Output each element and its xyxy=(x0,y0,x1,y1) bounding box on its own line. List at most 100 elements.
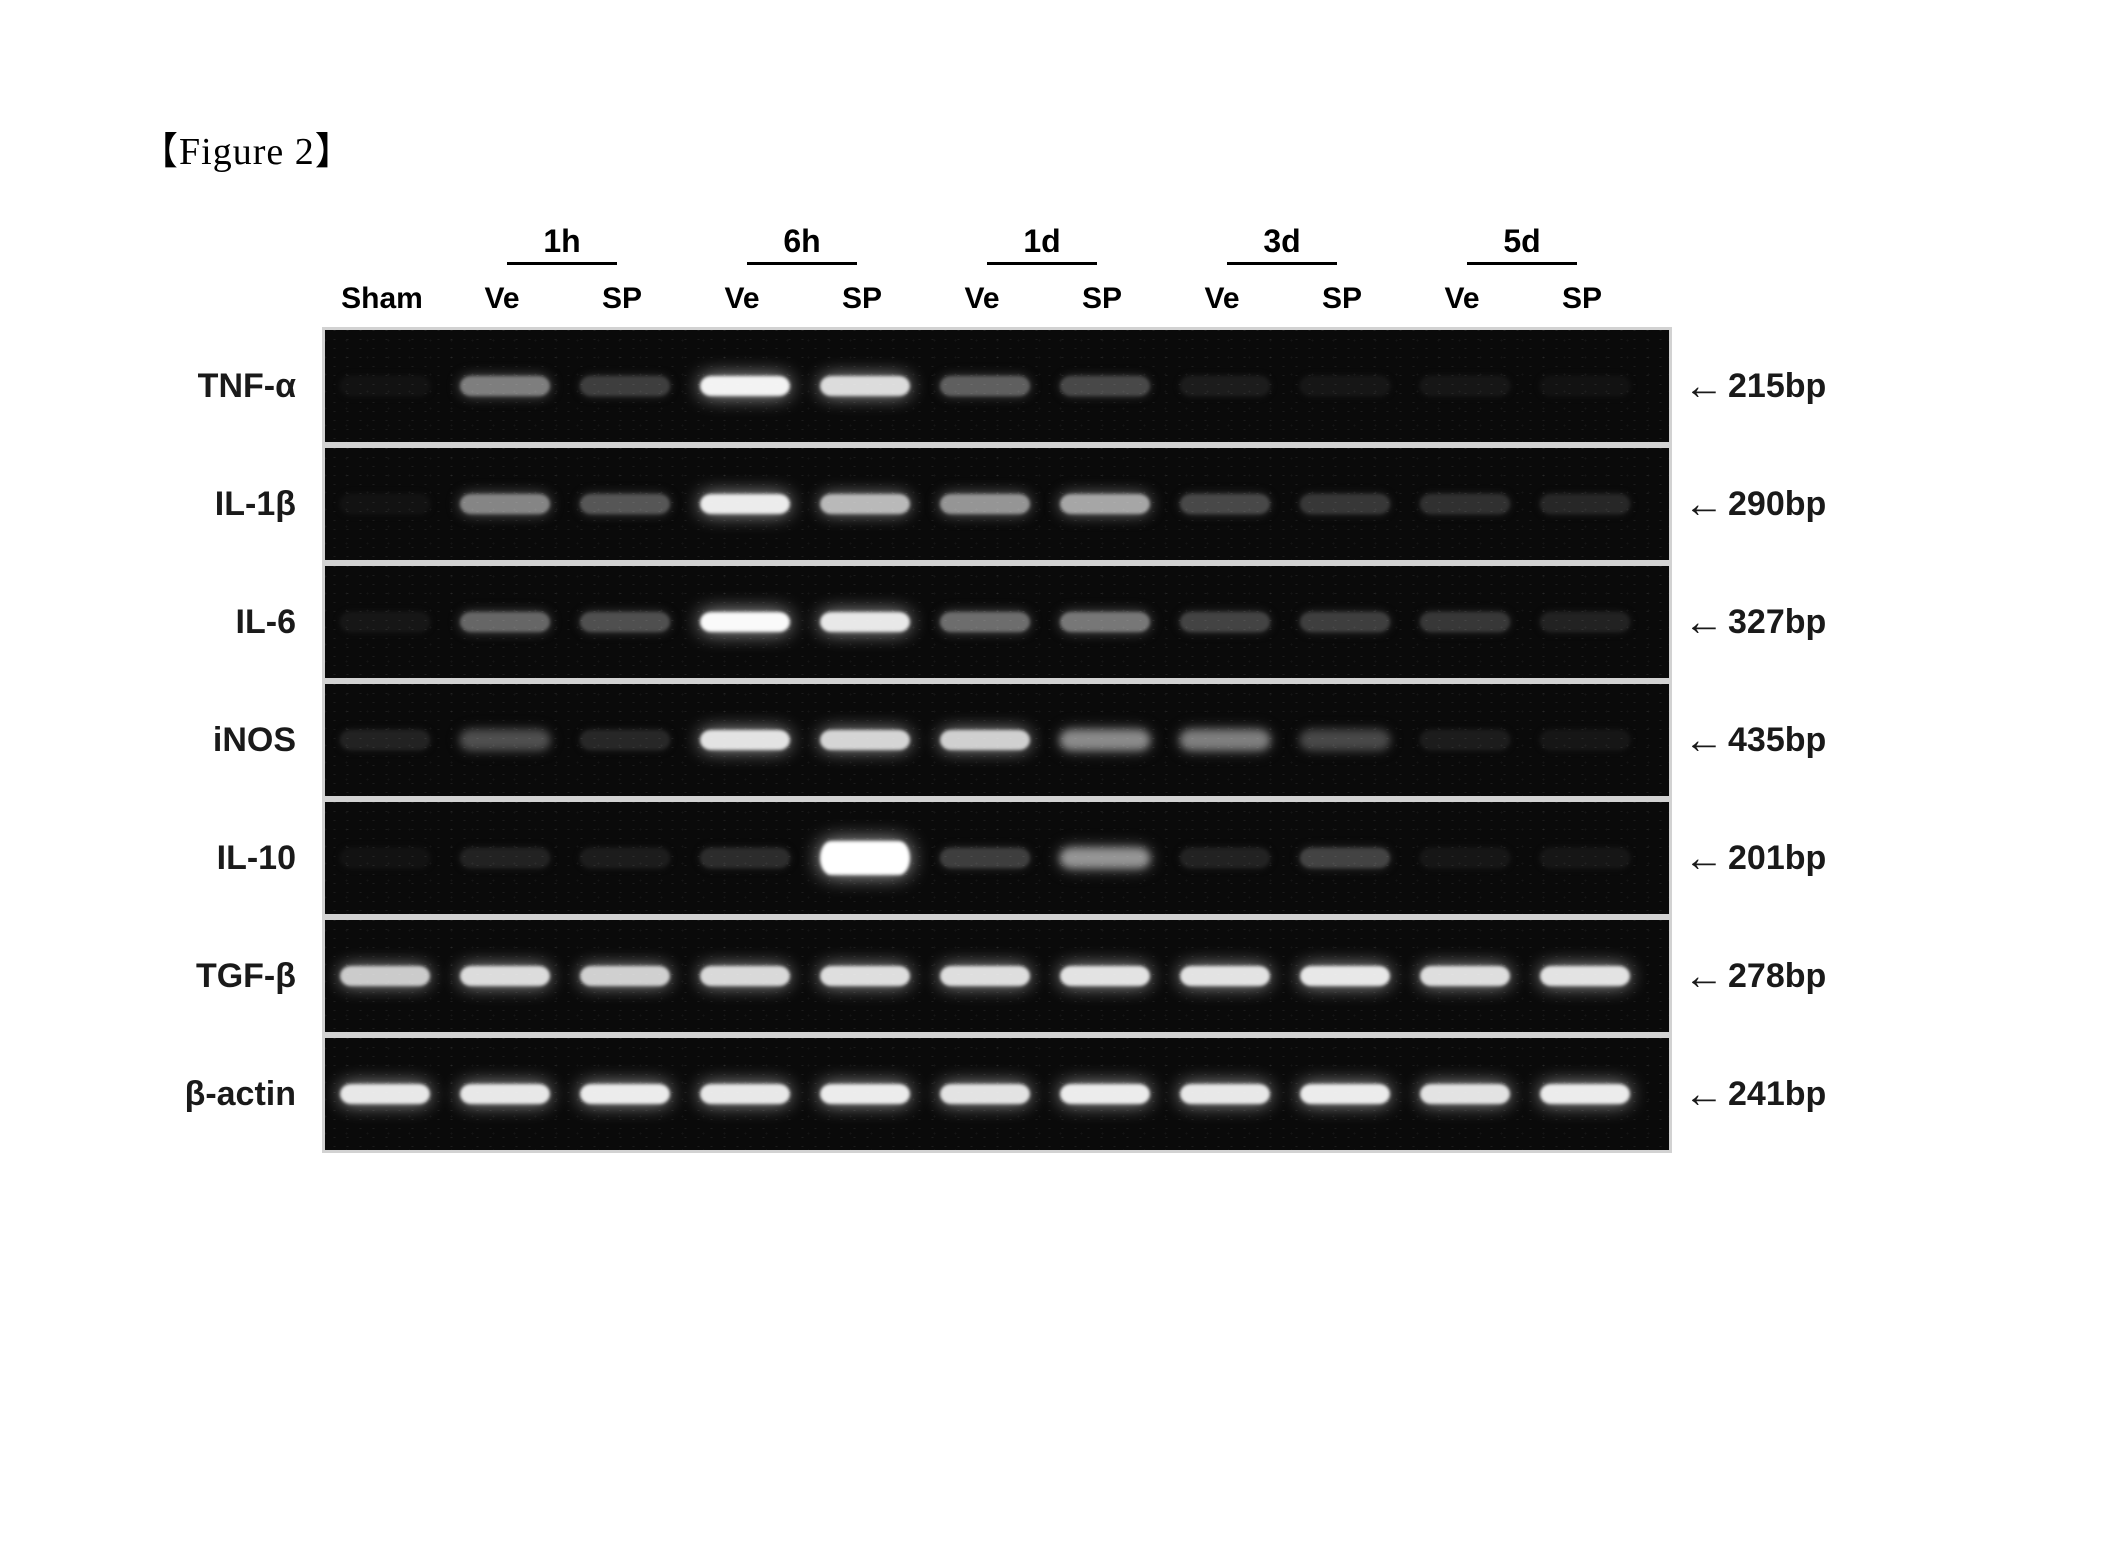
gel-lane xyxy=(445,1038,565,1150)
bp-size-label: 201bp xyxy=(1684,799,1884,917)
gel-lane xyxy=(1525,802,1645,914)
gel-band xyxy=(820,376,910,396)
column-headers: 1h6h1d3d5d ShamVeSPVeSPVeSPVeSPVeSP xyxy=(322,223,1672,327)
condition-header: Ve xyxy=(682,282,802,316)
gel-band xyxy=(460,848,550,868)
gel-lane xyxy=(1525,448,1645,560)
gel-band xyxy=(820,1084,910,1104)
gel-band xyxy=(580,1084,670,1104)
gel-lane xyxy=(685,920,805,1032)
condition-header: SP xyxy=(1282,282,1402,316)
gel-lane xyxy=(445,566,565,678)
gel-row xyxy=(322,327,1672,445)
gel-lane xyxy=(1165,566,1285,678)
gel-lane xyxy=(1045,802,1165,914)
gel-band xyxy=(340,376,430,396)
gel-lane xyxy=(805,566,925,678)
gel-lane xyxy=(1285,1038,1405,1150)
gel-lane xyxy=(685,684,805,796)
gel-band xyxy=(1540,494,1630,514)
condition-header-row: ShamVeSPVeSPVeSPVeSPVeSP xyxy=(322,271,1672,327)
gel-lane xyxy=(1525,566,1645,678)
gel-band xyxy=(1300,612,1390,632)
gel-band xyxy=(1420,494,1510,514)
gene-row-label: IL-10 xyxy=(140,799,310,917)
gel-lane xyxy=(565,802,685,914)
gel-band xyxy=(1420,612,1510,632)
gel-lane xyxy=(1525,1038,1645,1150)
gel-lane xyxy=(1525,920,1645,1032)
gel-band xyxy=(1060,966,1150,986)
timepoint-header: 1h xyxy=(442,223,682,271)
gel-band xyxy=(340,848,430,868)
gel-row xyxy=(322,681,1672,799)
gel-band xyxy=(1180,966,1270,986)
gel-lane xyxy=(1165,684,1285,796)
gel-lane xyxy=(805,684,925,796)
gel-band xyxy=(580,612,670,632)
gel-band xyxy=(700,612,790,632)
gel-band xyxy=(820,730,910,750)
gel-band xyxy=(940,848,1030,868)
gene-row-label: TNF-α xyxy=(140,327,310,445)
gel-band xyxy=(580,494,670,514)
condition-group: VeSP xyxy=(682,282,922,316)
gel-band xyxy=(700,376,790,396)
gel-lane xyxy=(565,330,685,442)
condition-group: VeSP xyxy=(442,282,682,316)
gel-band xyxy=(340,612,430,632)
bp-size-label: 327bp xyxy=(1684,563,1884,681)
gel-band xyxy=(940,1084,1030,1104)
gel-lane xyxy=(1045,684,1165,796)
gel-lane xyxy=(685,1038,805,1150)
gel-band xyxy=(1420,730,1510,750)
gel-band xyxy=(1060,848,1150,868)
gel-lane xyxy=(685,330,805,442)
timepoint-header: 3d xyxy=(1162,223,1402,271)
gel-band xyxy=(1060,730,1150,750)
gel-lane xyxy=(1165,448,1285,560)
gel-band xyxy=(940,494,1030,514)
condition-header: SP xyxy=(802,282,922,316)
gel-band xyxy=(820,612,910,632)
condition-group: VeSP xyxy=(1162,282,1402,316)
gel-lane xyxy=(1405,330,1525,442)
gel-lane xyxy=(1405,684,1525,796)
gel-band xyxy=(820,494,910,514)
gel-lane xyxy=(1045,566,1165,678)
gel-band xyxy=(1300,730,1390,750)
bp-size-label: 241bp xyxy=(1684,1035,1884,1153)
gel-lane xyxy=(565,1038,685,1150)
condition-header: Ve xyxy=(1162,282,1282,316)
gel-lane xyxy=(805,1038,925,1150)
gel-band xyxy=(1300,1084,1390,1104)
gel-band xyxy=(340,730,430,750)
gel-lane xyxy=(1165,920,1285,1032)
gel-lane xyxy=(565,684,685,796)
bp-size-label: 435bp xyxy=(1684,681,1884,799)
gel-band xyxy=(580,376,670,396)
gel-lane xyxy=(805,330,925,442)
gel-band xyxy=(700,494,790,514)
gel-row xyxy=(322,1035,1672,1153)
gel-band xyxy=(1540,730,1630,750)
gel-band xyxy=(460,730,550,750)
gel-lane xyxy=(925,802,1045,914)
gel-lane xyxy=(445,920,565,1032)
timepoint-header: 5d xyxy=(1402,223,1642,271)
gel-lane xyxy=(1525,330,1645,442)
figure-container: 【Figure 2】 TNF-αIL-1βIL-6iNOSIL-10TGF-ββ… xyxy=(140,120,1980,1153)
gel-lane xyxy=(1285,566,1405,678)
gel-row xyxy=(322,563,1672,681)
condition-header: SP xyxy=(1522,282,1642,316)
gel-band xyxy=(1540,966,1630,986)
gel-lane xyxy=(925,566,1045,678)
gel-band xyxy=(1300,966,1390,986)
gel-band xyxy=(940,730,1030,750)
condition-group: VeSP xyxy=(922,282,1162,316)
gel-lane xyxy=(685,566,805,678)
gel-band xyxy=(1540,376,1630,396)
gene-row-label: TGF-β xyxy=(140,917,310,1035)
gel-lane xyxy=(445,802,565,914)
gel-band xyxy=(1540,848,1630,868)
